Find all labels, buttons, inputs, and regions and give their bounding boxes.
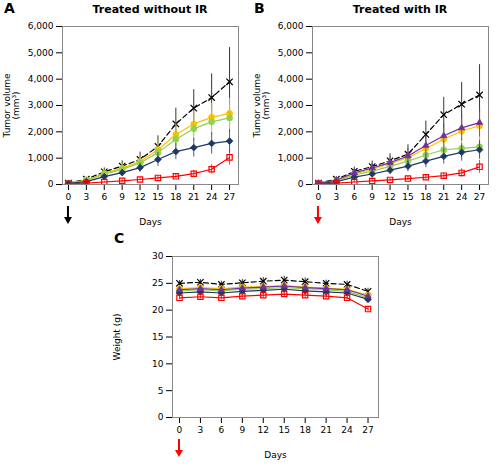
svg-text:20: 20	[152, 305, 164, 315]
svg-text:27: 27	[474, 192, 485, 202]
svg-text:24: 24	[456, 192, 468, 202]
svg-text:6: 6	[219, 425, 225, 435]
svg-text:27: 27	[362, 425, 373, 435]
svg-text:21: 21	[320, 425, 331, 435]
svg-text:10: 10	[152, 359, 164, 369]
svg-text:15: 15	[279, 425, 290, 435]
html-text:Treated without IR: Treated without IR	[92, 3, 208, 16]
svg-text:3: 3	[333, 192, 339, 202]
svg-text:0: 0	[177, 425, 183, 435]
svg-text:12: 12	[258, 425, 269, 435]
svg-text:0: 0	[298, 179, 304, 189]
svg-text:25: 25	[152, 278, 163, 288]
svg-text:18: 18	[420, 192, 432, 202]
svg-text:21: 21	[188, 192, 199, 202]
svg-text:15: 15	[152, 332, 163, 342]
svg-text:0: 0	[158, 412, 164, 422]
svg-text:24: 24	[206, 192, 218, 202]
svg-text:3: 3	[198, 425, 204, 435]
svg-text:6: 6	[101, 192, 107, 202]
svg-text:30: 30	[152, 251, 164, 261]
svg-text:6,000: 6,000	[28, 21, 54, 31]
svg-text:24: 24	[341, 425, 353, 435]
svg-text:Weight (g): Weight (g)	[112, 314, 122, 361]
svg-text:0: 0	[66, 192, 72, 202]
svg-text:Tumor volume(mm³): Tumor volume(mm³)	[2, 73, 21, 138]
svg-text:Days: Days	[389, 217, 412, 227]
svg-text:3,000: 3,000	[28, 100, 54, 110]
svg-text:15: 15	[402, 192, 413, 202]
svg-text:2,000: 2,000	[278, 127, 304, 137]
svg-text:3,000: 3,000	[278, 100, 304, 110]
svg-text:2,000: 2,000	[28, 127, 54, 137]
svg-text:12: 12	[384, 192, 395, 202]
svg-text:Days: Days	[264, 450, 287, 460]
svg-text:5: 5	[158, 386, 164, 396]
svg-text:4,000: 4,000	[28, 74, 54, 84]
html-text:A: A	[4, 0, 15, 16]
svg-text:Tumor volume(mm³): Tumor volume(mm³)	[252, 73, 271, 138]
svg-text:Days: Days	[139, 217, 162, 227]
svg-text:21: 21	[438, 192, 449, 202]
svg-text:5,000: 5,000	[278, 48, 304, 58]
svg-text:1,000: 1,000	[28, 153, 54, 163]
html-text:B: B	[254, 0, 265, 16]
svg-text:5,000: 5,000	[28, 48, 54, 58]
svg-text:1,000: 1,000	[278, 153, 304, 163]
svg-text:0: 0	[48, 179, 54, 189]
svg-text:0: 0	[316, 192, 322, 202]
svg-text:12: 12	[134, 192, 145, 202]
html-text:Treated with IR: Treated with IR	[352, 3, 448, 16]
html-text:C: C	[114, 230, 125, 246]
svg-text:6: 6	[351, 192, 357, 202]
svg-text:18: 18	[299, 425, 311, 435]
svg-text:18: 18	[170, 192, 182, 202]
svg-text:15: 15	[152, 192, 163, 202]
svg-text:9: 9	[119, 192, 125, 202]
svg-text:6,000: 6,000	[278, 21, 304, 31]
svg-text:9: 9	[239, 425, 245, 435]
svg-text:3: 3	[83, 192, 89, 202]
svg-text:27: 27	[224, 192, 235, 202]
svg-text:4,000: 4,000	[278, 74, 304, 84]
svg-text:9: 9	[369, 192, 375, 202]
